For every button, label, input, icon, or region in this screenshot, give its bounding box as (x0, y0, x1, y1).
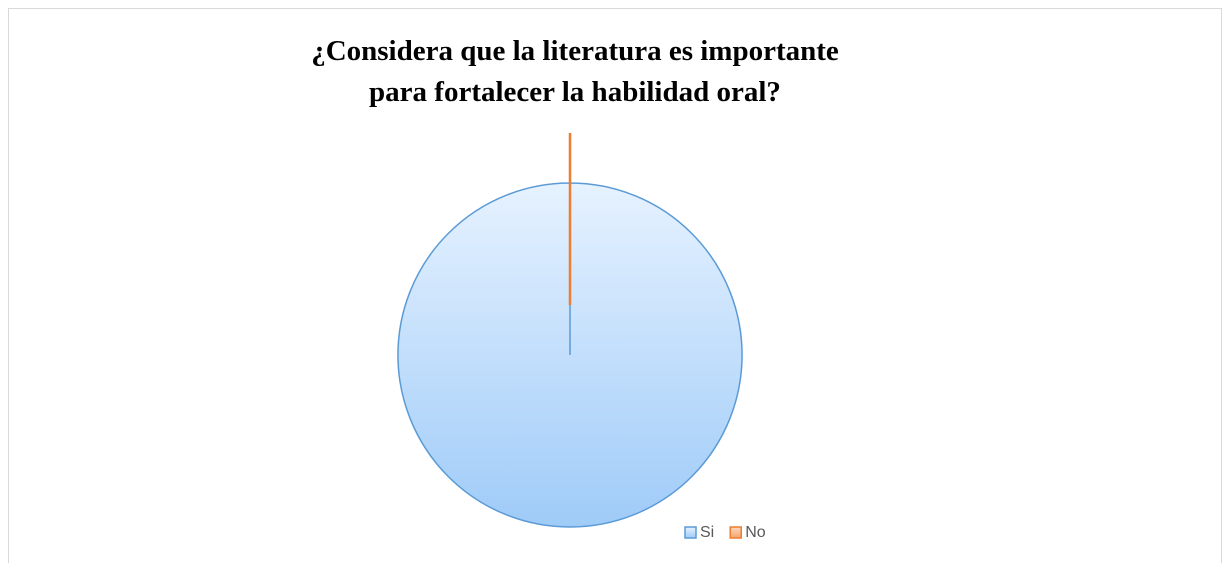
legend-swatch (729, 526, 742, 539)
legend-label: Si (700, 524, 714, 541)
chart-frame (8, 8, 1222, 563)
chart-title: ¿Considera que la literatura es importan… (311, 35, 839, 67)
chart-title: para fortalecer la habilidad oral? (369, 76, 781, 108)
pie-slice (397, 182, 743, 528)
legend-swatch (684, 526, 697, 539)
legend-label: No (745, 524, 766, 541)
